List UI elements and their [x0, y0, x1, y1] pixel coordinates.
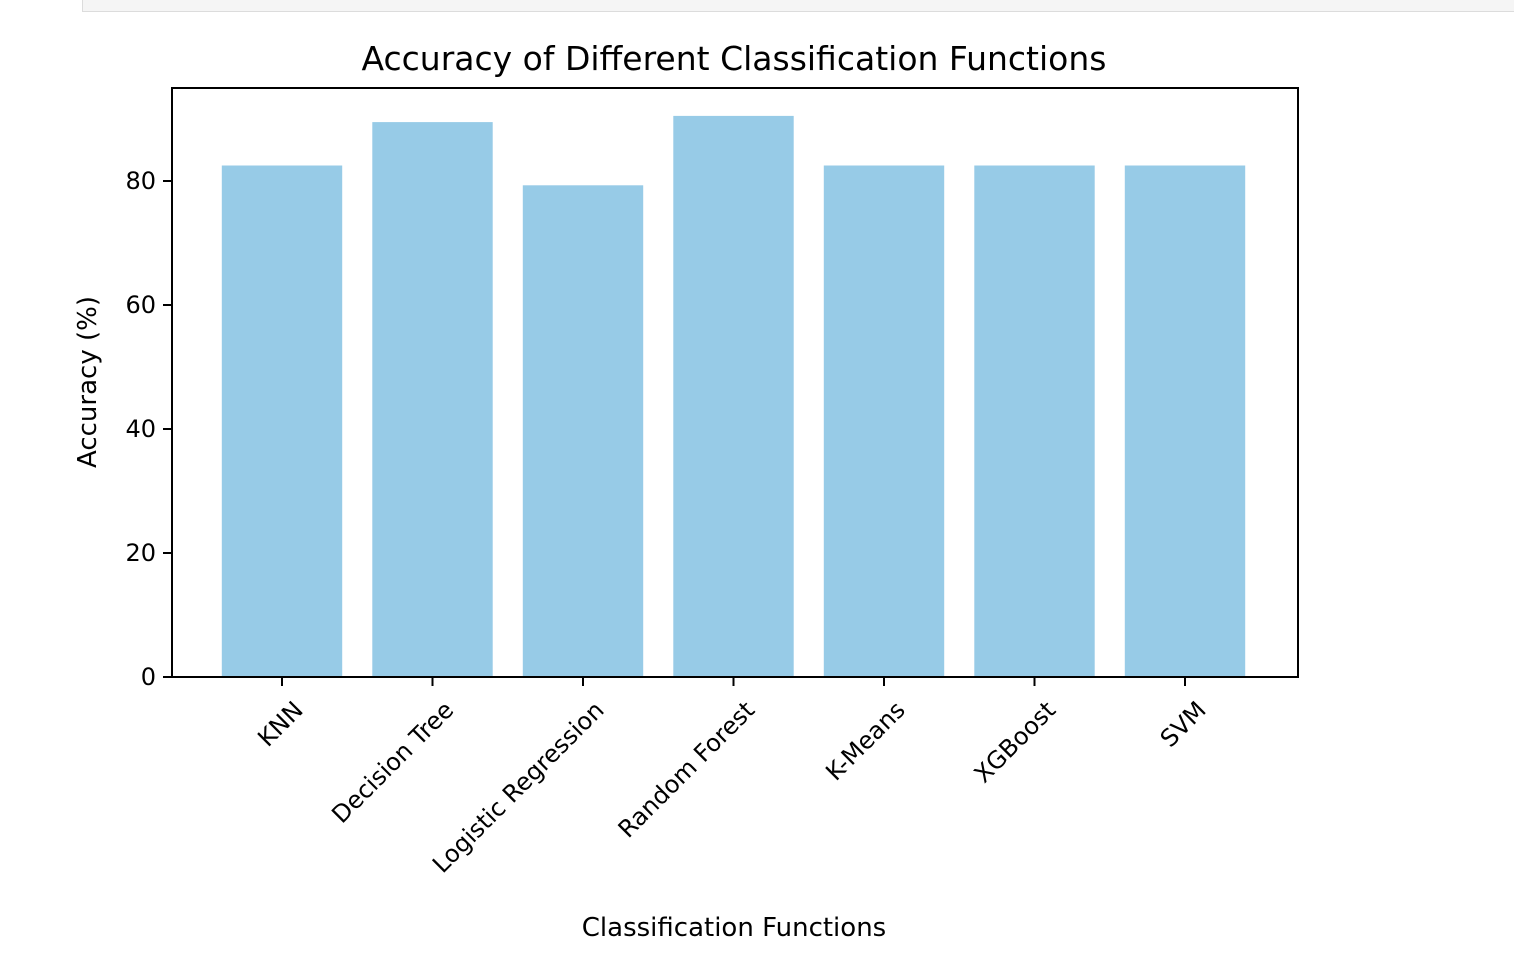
bar-random-forest [673, 115, 794, 677]
bar-knn [221, 165, 343, 677]
x-tick-label: Random Forest [613, 696, 761, 844]
x-tick-label: XGBoost [969, 696, 1061, 788]
x-tick-label: KNN [252, 696, 308, 752]
y-axis: 0 20 40 60 80 [125, 167, 172, 691]
chart-title: Accuracy of Different Classification Fun… [362, 39, 1107, 78]
y-tick-label: 80 [125, 167, 156, 195]
x-axis-label: Classification Functions [582, 913, 886, 943]
y-tick-label: 20 [125, 539, 156, 567]
x-tick-label: Decision Tree [326, 696, 459, 829]
bar-svm [1124, 165, 1246, 677]
plot-frame [171, 87, 1299, 678]
bar-decision-tree [372, 122, 493, 678]
bars-group [221, 115, 1246, 678]
bar-logistic-regression [522, 185, 644, 678]
bar-k-means [823, 165, 945, 677]
x-tick-label: SVM [1155, 696, 1212, 753]
y-tick-label: 40 [125, 415, 156, 443]
bar-xgboost [974, 165, 1095, 677]
y-axis-label: Accuracy (%) [73, 296, 103, 468]
x-tick-label: K-Means [820, 696, 910, 786]
notebook-cell-edge [82, 0, 1514, 12]
y-tick-label: 0 [141, 663, 156, 691]
y-tick-label: 60 [125, 291, 156, 319]
x-tick-label: Logistic Regression [427, 696, 610, 879]
